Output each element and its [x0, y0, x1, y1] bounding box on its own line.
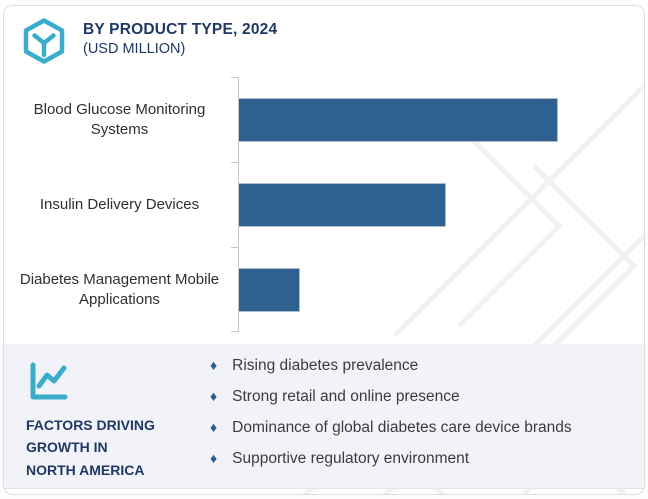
chart-header: BY PRODUCT TYPE, 2024 (USD MILLION)	[4, 6, 644, 76]
factors-title: FACTORS DRIVING GROWTH IN NORTH AMERICA	[26, 414, 155, 481]
factor-text: Strong retail and online presence	[232, 388, 460, 405]
category-axis-line	[231, 77, 239, 332]
chart-row: Insulin Delivery Devices	[4, 162, 644, 247]
diamond-bullet-icon: ♦	[210, 388, 218, 404]
factors-title-line: FACTORS DRIVING	[26, 417, 155, 433]
diamond-bullet-icon: ♦	[210, 419, 218, 435]
axis-tick	[231, 331, 238, 332]
bar-blood-glucose	[239, 97, 558, 142]
factors-panel: FACTORS DRIVING GROWTH IN NORTH AMERICA …	[4, 344, 644, 489]
factor-text: Supportive regulatory environment	[232, 450, 470, 467]
chart-subtitle: (USD MILLION)	[83, 41, 186, 57]
factor-item: ♦ Rising diabetes prevalence	[210, 357, 572, 388]
bar-insulin-delivery	[239, 182, 446, 227]
factors-title-line: GROWTH IN	[26, 439, 108, 456]
factor-text: Rising diabetes prevalence	[232, 357, 419, 374]
hexagon-cube-icon	[23, 18, 65, 64]
category-label: Blood Glucose Monitoring Systems	[33, 101, 206, 138]
chart-row: Blood Glucose Monitoring Systems	[4, 77, 644, 162]
chart-title: BY PRODUCT TYPE, 2024	[83, 21, 278, 38]
factor-item: ♦ Dominance of global diabetes care devi…	[210, 419, 572, 450]
infographic-card: BY PRODUCT TYPE, 2024 (USD MILLION) Bloo…	[3, 5, 645, 495]
line-chart-icon	[30, 362, 68, 400]
diamond-bullet-icon: ♦	[210, 357, 218, 373]
factors-list: ♦ Rising diabetes prevalence ♦ Strong re…	[210, 357, 572, 481]
bar-mobile-apps	[239, 267, 300, 312]
axis-tick	[231, 247, 238, 248]
category-label: Insulin Delivery Devices	[39, 195, 200, 213]
category-label: Diabetes Management Mobile Applications	[19, 271, 220, 308]
factor-text: Dominance of global diabetes care device…	[232, 419, 572, 436]
bar-chart: Blood Glucose Monitoring Systems Insulin…	[4, 76, 644, 338]
chart-row: Diabetes Management Mobile Applications	[4, 247, 644, 332]
factor-item: ♦ Supportive regulatory environment	[210, 450, 572, 481]
axis-tick	[231, 77, 238, 78]
factor-item: ♦ Strong retail and online presence	[210, 388, 572, 419]
factors-title-line: NORTH AMERICA	[26, 461, 145, 478]
diamond-bullet-icon: ♦	[210, 450, 218, 466]
axis-tick	[231, 162, 238, 163]
